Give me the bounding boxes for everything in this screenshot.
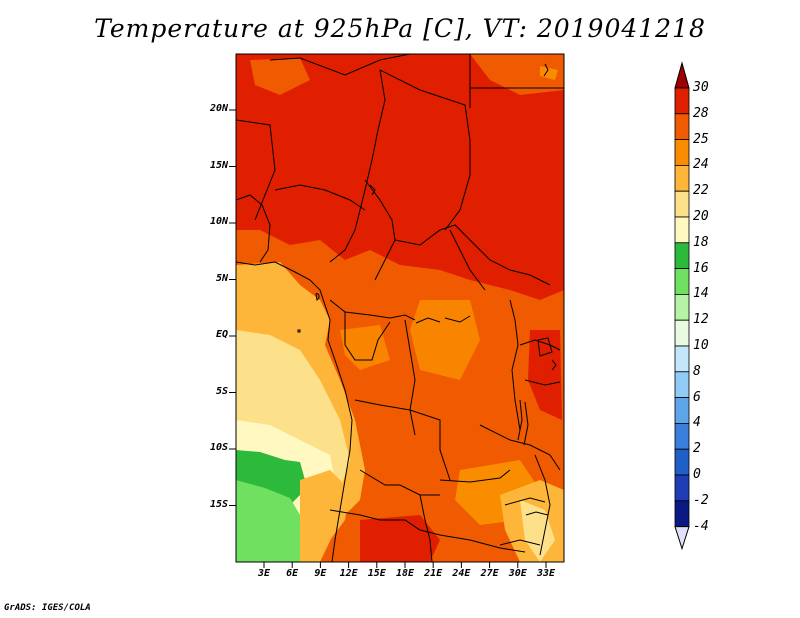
country-borders bbox=[236, 54, 564, 562]
colorbar-swatch bbox=[674, 164, 690, 192]
longitude-label: 30E bbox=[508, 568, 527, 579]
colorbar-swatch bbox=[674, 371, 690, 398]
longitude-label: 15E bbox=[367, 568, 386, 579]
colorbar-label: 22 bbox=[693, 183, 709, 199]
colorbar-swatch bbox=[674, 500, 690, 527]
colorbar-swatch bbox=[674, 474, 690, 502]
latitude-label: 5S bbox=[215, 385, 228, 397]
latitude-ticks bbox=[229, 109, 236, 506]
colorbar-label: 6 bbox=[693, 389, 701, 405]
colorbar-label: 0 bbox=[693, 467, 701, 482]
colorbar-swatch bbox=[674, 448, 690, 476]
colorbar-swatch bbox=[674, 87, 690, 115]
colorbar-swatch bbox=[674, 397, 690, 424]
latitude-label: 10N bbox=[209, 216, 228, 227]
latitude-label: 15S bbox=[209, 498, 228, 510]
colorbar-swatch bbox=[674, 113, 690, 141]
colorbar-swatch bbox=[674, 190, 690, 218]
latitude-label: EQ bbox=[215, 329, 228, 340]
colorbar-label: -4 bbox=[693, 518, 709, 534]
colorbar-label: 2 bbox=[693, 441, 701, 457]
colorbar-label: 28 bbox=[693, 105, 709, 121]
longitude-label: 18E bbox=[395, 568, 415, 579]
colorbar-label: 16 bbox=[693, 260, 709, 276]
colorbar bbox=[674, 61, 690, 551]
colorbar-swatch bbox=[674, 268, 690, 295]
colorbar-swatch bbox=[674, 293, 690, 321]
colorbar-swatch bbox=[674, 139, 690, 166]
colorbar-label: 25 bbox=[693, 131, 709, 147]
temperature-field bbox=[236, 54, 564, 562]
colorbar-bottom-arrow bbox=[674, 526, 690, 551]
colorbar-label: -2 bbox=[693, 492, 709, 508]
longitude-label: 24E bbox=[452, 568, 471, 579]
colorbar-swatch bbox=[674, 242, 690, 270]
colorbar-label: 30 bbox=[693, 80, 709, 95]
colorbar-label: 20 bbox=[693, 209, 709, 224]
map-frame bbox=[235, 53, 565, 563]
colorbar-label: 8 bbox=[693, 363, 701, 379]
longitude-label: 6E bbox=[286, 568, 299, 579]
longitude-label: 3E bbox=[257, 568, 271, 579]
colorbar-label: 24 bbox=[693, 157, 709, 173]
longitude-label: 21E bbox=[424, 568, 443, 579]
latitude-label: 5N bbox=[215, 272, 228, 284]
longitude-label: 33E bbox=[536, 568, 556, 579]
colorbar-swatch bbox=[674, 216, 690, 244]
latitude-label: 10S bbox=[209, 442, 228, 453]
colorbar-label: 4 bbox=[693, 415, 701, 431]
colorbar-label: 10 bbox=[693, 338, 709, 353]
latitude-label: 15N bbox=[209, 159, 228, 171]
colorbar-label: 18 bbox=[693, 234, 709, 250]
colorbar-top-arrow bbox=[674, 61, 690, 89]
longitude-ticks bbox=[263, 562, 547, 568]
latitude-label: 20N bbox=[209, 103, 228, 114]
colorbar-swatch bbox=[674, 345, 690, 373]
colorbar-label: 14 bbox=[693, 286, 709, 302]
colorbar-swatch bbox=[674, 319, 690, 347]
longitude-label: 27E bbox=[480, 568, 499, 579]
colorbar-label: 12 bbox=[693, 312, 709, 328]
map-title: Temperature at 925hPa [C], VT: 201904121… bbox=[94, 14, 706, 43]
longitude-label: 9E bbox=[314, 568, 327, 579]
longitude-label: 12E bbox=[339, 568, 358, 579]
grads-credit: GrADS: IGES/COLA bbox=[4, 603, 91, 613]
colorbar-swatch bbox=[674, 422, 690, 450]
